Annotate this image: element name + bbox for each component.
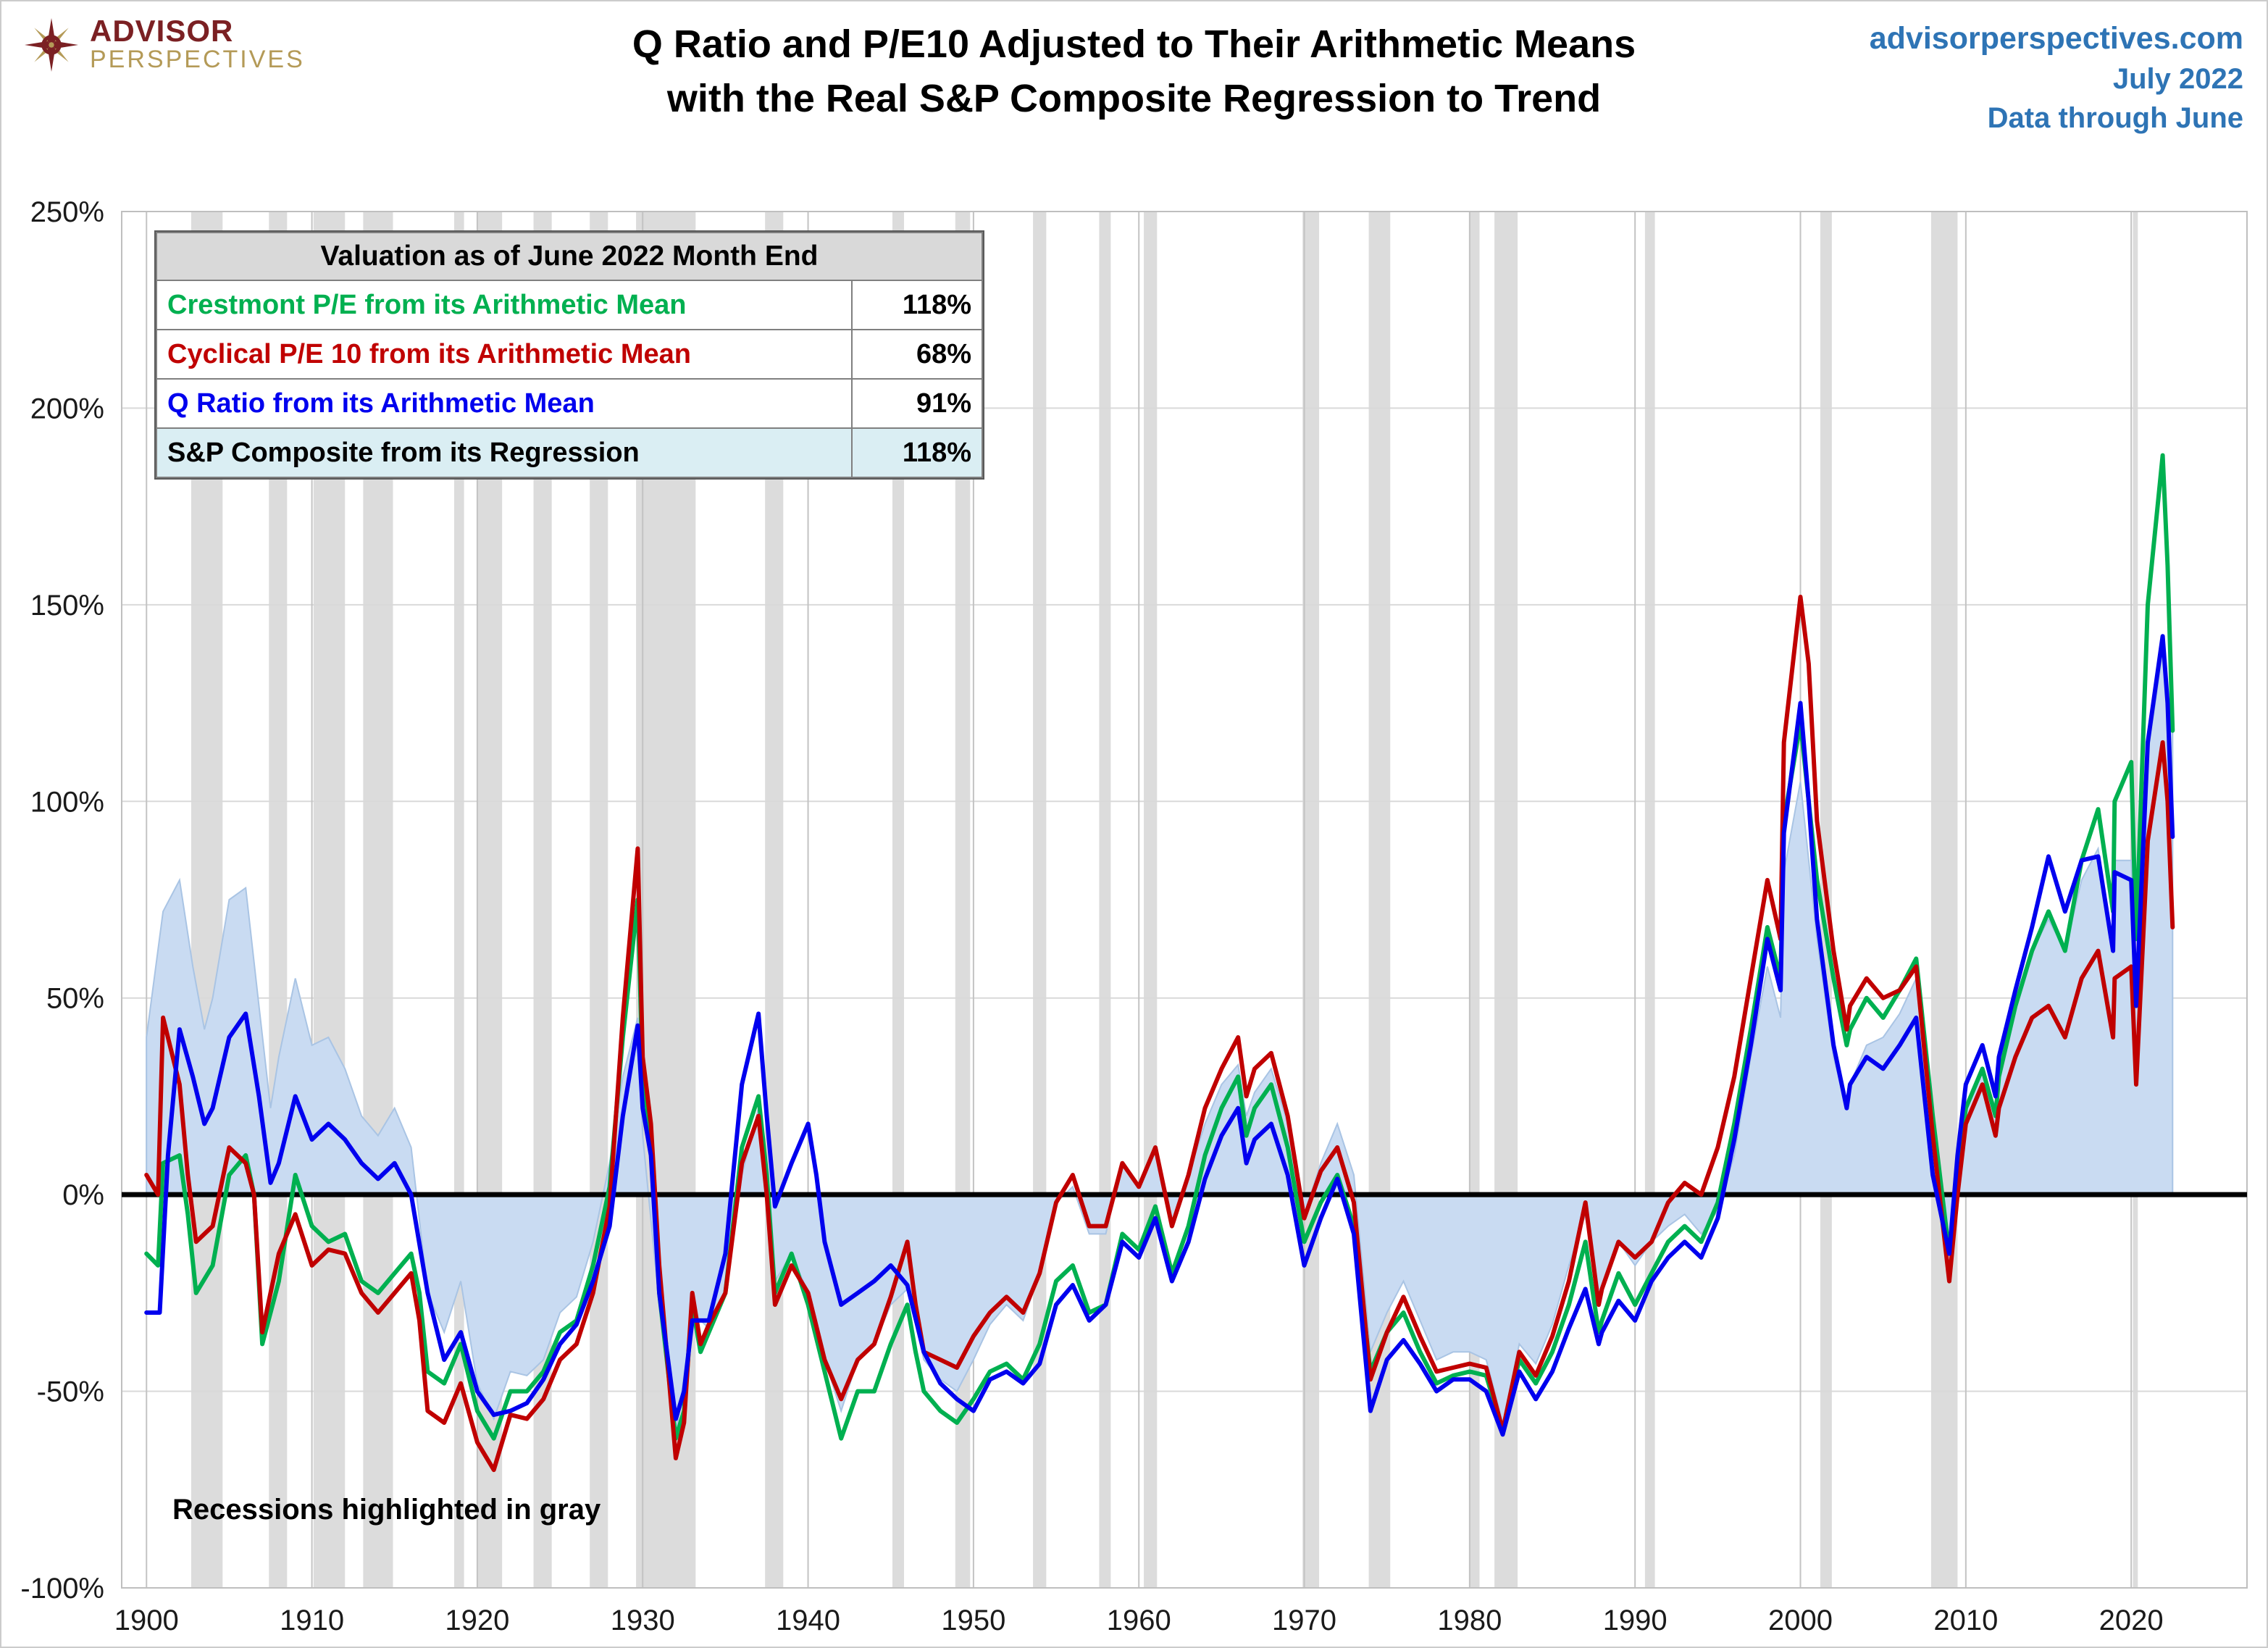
source-date: July 2022 [2112, 63, 2243, 96]
x-axis-tick-label: 1950 [941, 1605, 1005, 1636]
x-axis-tick-label: 2000 [1768, 1605, 1833, 1636]
recession-band [1144, 212, 1158, 1588]
recession-band [1033, 212, 1047, 1588]
source-data-through: Data through June [1987, 102, 2243, 135]
legend-value: 118% [851, 280, 983, 330]
y-axis-tick-label: 200% [30, 393, 104, 424]
x-axis-tick-label: 1920 [445, 1605, 509, 1636]
legend-label: S&P Composite from its Regression [156, 427, 853, 478]
recession-band [1644, 212, 1655, 1588]
legend-title: Valuation as of June 2022 Month End [156, 232, 983, 281]
logo-advisor: ADVISOR [90, 14, 234, 48]
legend-row: Q Ratio from its Arithmetic Mean 91% [156, 378, 983, 429]
plot-border [121, 211, 2248, 1589]
y-axis-tick-label: 150% [30, 590, 104, 622]
legend-value: 118% [851, 427, 983, 478]
y-axis-tick-label: -50% [37, 1376, 104, 1408]
legend-row: Cyclical P/E 10 from its Arithmetic Mean… [156, 329, 983, 380]
source-website: advisorperspectives.com [1869, 21, 2243, 56]
sp-composite-area [146, 651, 2174, 1439]
recession-note: Recessions highlighted in gray [172, 1494, 601, 1526]
series-line-cyclical-p-e-10-from-its-arithmetic-mean [144, 595, 2175, 1473]
legend-label: Crestmont P/E from its Arithmetic Mean [156, 280, 853, 330]
series-line-crestmont-p-e-from-its-arithmetic-mean [144, 453, 2175, 1441]
page-title: Q Ratio and P/E10 Adjusted to Their Arit… [0, 17, 2268, 125]
y-axis-tick-label: -100% [20, 1573, 104, 1605]
y-axis-tick-label: 250% [30, 196, 104, 228]
page-title-line1: Q Ratio and P/E10 Adjusted to Their Arit… [632, 22, 1636, 66]
recession-band [1930, 212, 1958, 1588]
logo-text: ADVISOR PERSPECTIVES [90, 16, 305, 73]
y-axis-tick-label: 100% [30, 786, 104, 818]
legend-label: Q Ratio from its Arithmetic Mean [156, 378, 853, 429]
x-axis-tick-label: 1940 [776, 1605, 840, 1636]
recession-band [1099, 212, 1111, 1588]
x-axis-tick-label: 1980 [1437, 1605, 1502, 1636]
x-axis-tick-label: 2020 [2099, 1605, 2164, 1636]
y-axis-tick-label: 0% [62, 1179, 104, 1211]
advisor-perspectives-logo: ADVISOR PERSPECTIVES [25, 16, 305, 73]
recession-band [1302, 212, 1320, 1588]
compass-star-icon [25, 17, 78, 72]
x-axis-tick-label: 1910 [280, 1605, 344, 1636]
legend-row: Crestmont P/E from its Arithmetic Mean 11… [156, 280, 983, 330]
legend-value: 68% [851, 329, 983, 380]
logo-perspectives: PERSPECTIVES [90, 46, 305, 73]
x-axis-tick-label: 1970 [1272, 1605, 1336, 1636]
legend-label: Cyclical P/E 10 from its Arithmetic Mean [156, 329, 853, 380]
x-axis-tick-label: 1900 [114, 1605, 179, 1636]
x-axis-tick-label: 1990 [1603, 1605, 1667, 1636]
page-title-line2: with the Real S&P Composite Regression t… [666, 76, 1602, 120]
legend-value: 91% [851, 378, 983, 429]
legend-header-row: Valuation as of June 2022 Month End [156, 232, 983, 281]
x-axis-tick-label: 1960 [1107, 1605, 1171, 1636]
source-block: advisorperspectives.com July 2022 Data t… [1870, 17, 2243, 138]
x-axis-tick-label: 2010 [1933, 1605, 1998, 1636]
legend-row: S&P Composite from its Regression 118% [156, 427, 983, 478]
x-axis-tick-label: 1930 [611, 1605, 675, 1636]
series-line-q-ratio-from-its-arithmetic-mean [144, 634, 2175, 1437]
y-axis-tick-label: 50% [46, 983, 104, 1015]
valuation-legend-table: Valuation as of June 2022 Month End Cres… [156, 232, 983, 478]
